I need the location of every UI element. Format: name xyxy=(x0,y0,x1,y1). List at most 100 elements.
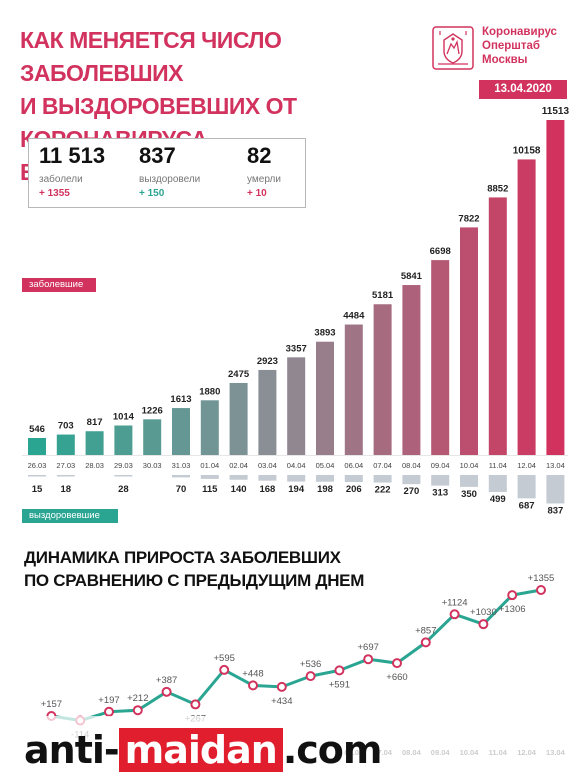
date-badge: 13.04.2020 xyxy=(479,80,567,99)
cases-bar-10.04 xyxy=(460,227,478,455)
title-line-1: КАК МЕНЯЕТСЯ ЧИСЛО ЗАБОЛЕВШИХ xyxy=(20,27,282,86)
increase-point-7 xyxy=(248,680,258,691)
recovered-bar-27.03 xyxy=(56,475,75,477)
cases-label-08.04: 5841 xyxy=(401,271,423,282)
cases-bar-27.03 xyxy=(56,434,75,455)
x-tick-28.03: 28.03 xyxy=(85,461,104,470)
x-tick-04.04: 04.04 xyxy=(287,461,306,470)
summary-stats: 11 513 заболели + 1355 837 выздоровели +… xyxy=(28,138,306,208)
brand-line-1: Коронавирус xyxy=(482,26,557,38)
brand-name: Коронавирус Оперштаб Москвы xyxy=(482,25,557,67)
increase-label-17: +1355 xyxy=(528,573,555,584)
increase-label-8: +434 xyxy=(271,696,292,707)
cases-bar-06.04 xyxy=(344,324,363,455)
recovered-label-03.04: 168 xyxy=(259,484,275,495)
cases-label-27.03: 703 xyxy=(58,421,74,432)
increase-point-12 xyxy=(392,658,402,669)
increase-point-14 xyxy=(449,609,460,620)
x-tick-01.04: 01.04 xyxy=(200,461,219,470)
increase-point-17 xyxy=(536,585,546,595)
watermark-part-1: anti- xyxy=(24,728,120,772)
watermark-part-2: maidan xyxy=(118,728,283,772)
x-tick-11.04: 11.04 xyxy=(489,461,507,470)
cases-label-30.03: 1226 xyxy=(142,405,163,416)
brand-line-2: Оперштаб xyxy=(482,40,541,52)
stat-recovered: 837 выздоровели + 150 xyxy=(139,143,200,200)
recovered-bar-08.04 xyxy=(402,475,421,485)
cases-label-04.04: 3357 xyxy=(286,343,307,354)
increase-label-15: +1030 xyxy=(470,607,497,618)
recovered-bar-06.04 xyxy=(344,475,363,483)
increase-point-16 xyxy=(507,590,518,601)
recovered-label-31.03: 70 xyxy=(176,484,187,495)
x-tick-07.04: 07.04 xyxy=(373,461,392,470)
recovered-bar-31.03 xyxy=(172,475,190,478)
increase-point-6 xyxy=(219,664,230,675)
recovered-label-09.04: 313 xyxy=(432,488,448,499)
increase-point-13 xyxy=(420,637,431,648)
watermark-text: anti-maidan .com xyxy=(24,727,383,773)
stat-cases-delta: + 1355 xyxy=(39,188,70,199)
stat-deaths-value: 82 xyxy=(247,143,272,168)
cases-bar-01.04 xyxy=(200,400,219,455)
recovered-bar-07.04 xyxy=(373,475,392,483)
recovered-bar-04.04 xyxy=(287,475,306,482)
x-tick-03.04: 03.04 xyxy=(258,461,277,470)
section2-title: ДИНАМИКА ПРИРОСТА ЗАБОЛЕВШИХ ПО СРАВНЕНИ… xyxy=(24,546,364,592)
x-tick-12.04: 12.04 xyxy=(517,461,536,470)
increase-line xyxy=(51,588,542,723)
increase-label-9: +536 xyxy=(300,659,321,670)
recovered-bar-12.04 xyxy=(517,475,536,499)
recovered-bar-10.04 xyxy=(460,475,478,487)
cases-label-12.04: 10158 xyxy=(513,145,541,156)
legend-recovered: выздоровевшие xyxy=(22,509,118,523)
recovered-label-26.03: 15 xyxy=(32,484,43,495)
cases-bar-31.03 xyxy=(172,408,190,455)
x-tick-02.04: 02.04 xyxy=(229,461,248,470)
increase-point-10 xyxy=(334,665,345,676)
increase-point-2 xyxy=(104,706,114,717)
recovered-label-06.04: 206 xyxy=(346,484,362,495)
cases-label-31.03: 1613 xyxy=(170,394,191,405)
cases-label-07.04: 5181 xyxy=(372,290,394,301)
section2-title-line-2: ПО СРАВНЕНИЮ С ПРЕДЫДУЩИМ ДНЕМ xyxy=(24,571,365,590)
recovered-label-13.04: 837 xyxy=(547,505,563,516)
increase-point-11 xyxy=(363,654,374,665)
section2-title-line-1: ДИНАМИКА ПРИРОСТА ЗАБОЛЕВШИХ xyxy=(24,548,341,567)
x-tick-30.03: 30.03 xyxy=(143,461,162,470)
recovered-label-29.03: 28 xyxy=(118,484,129,495)
x-tick-06.04: 06.04 xyxy=(344,461,363,470)
stat-deaths-label: умерли xyxy=(247,174,281,185)
recovered-bar-11.04 xyxy=(488,475,507,492)
x-tick-05.04: 05.04 xyxy=(316,461,335,470)
increase-label-3: +212 xyxy=(127,693,148,704)
recovered-bar-03.04 xyxy=(258,475,277,481)
recovered-bar-29.03 xyxy=(114,475,133,477)
cases-bar-28.03 xyxy=(85,431,104,455)
x-tick-31.03: 31.03 xyxy=(172,461,191,470)
recovered-label-27.03: 18 xyxy=(61,484,72,495)
brand-line-3: Москвы xyxy=(482,54,528,66)
cases-bar-13.04 xyxy=(546,120,565,455)
recovered-bar-05.04 xyxy=(316,475,334,482)
recovered-label-12.04: 687 xyxy=(519,500,535,511)
increase-label-7: +448 xyxy=(242,668,263,679)
recovered-label-04.04: 194 xyxy=(288,484,305,495)
watermark-backdrop xyxy=(0,716,585,784)
cases-label-11.04: 8852 xyxy=(487,183,508,194)
recovered-label-02.04: 140 xyxy=(231,484,247,495)
recovered-bar-09.04 xyxy=(431,475,450,486)
x-tick-26.03: 26.03 xyxy=(28,461,47,470)
recovered-bar-26.03 xyxy=(28,475,46,477)
stat-deaths: 82 умерли + 10 xyxy=(247,143,281,200)
x-tick-09.04: 09.04 xyxy=(431,461,450,470)
recovered-label-11.04: 499 xyxy=(490,494,506,505)
cases-label-05.04: 3893 xyxy=(314,328,335,339)
cases-label-01.04: 1880 xyxy=(199,386,220,397)
increase-label-12: +660 xyxy=(386,672,407,683)
increase-label-14: +1124 xyxy=(442,597,468,608)
stat-cases-value: 11 513 xyxy=(39,143,106,168)
recovered-bar-01.04 xyxy=(200,475,219,479)
stat-cases-label: заболели xyxy=(39,174,83,185)
